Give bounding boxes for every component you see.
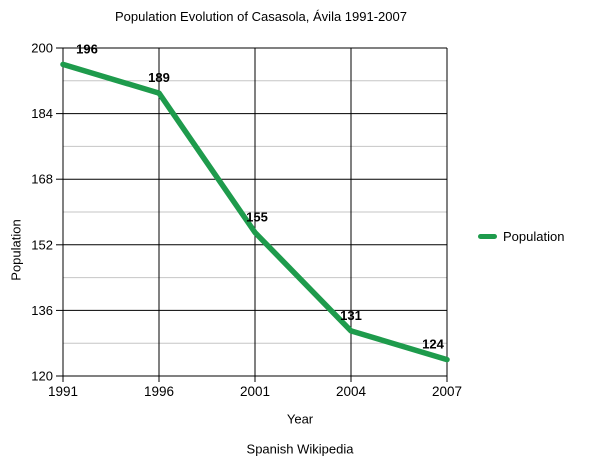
data-point-label: 189 (148, 70, 170, 85)
x-tick-label: 1991 (48, 384, 78, 399)
y-tick-label: 136 (31, 303, 53, 318)
y-tick-label: 184 (31, 106, 53, 121)
x-axis-title: Year (286, 411, 314, 427)
y-tick-label: 152 (31, 237, 53, 252)
y-axis-title: Population (8, 219, 24, 281)
data-point-label: 155 (246, 210, 268, 225)
x-tick-label: 2007 (432, 384, 462, 399)
y-tick-label: 120 (31, 369, 53, 384)
x-tick-label: 2001 (240, 384, 270, 399)
x-tick-label: 2004 (336, 384, 367, 399)
x-tick-label: 1996 (144, 384, 174, 399)
legend-label: Population (503, 229, 565, 244)
population-series-line (60, 61, 450, 363)
source-credit: Spanish Wikipedia (246, 441, 354, 457)
data-point-label: 124 (422, 337, 444, 352)
chart-title: Population Evolution of Casasola, Ávila … (115, 9, 407, 24)
legend-line-swatch (478, 234, 497, 239)
data-point-label: 196 (76, 41, 98, 56)
y-tick-label: 168 (31, 172, 53, 187)
y-tick-label: 200 (31, 41, 53, 56)
legend: Population (478, 229, 564, 244)
data-point-label: 131 (340, 308, 362, 323)
